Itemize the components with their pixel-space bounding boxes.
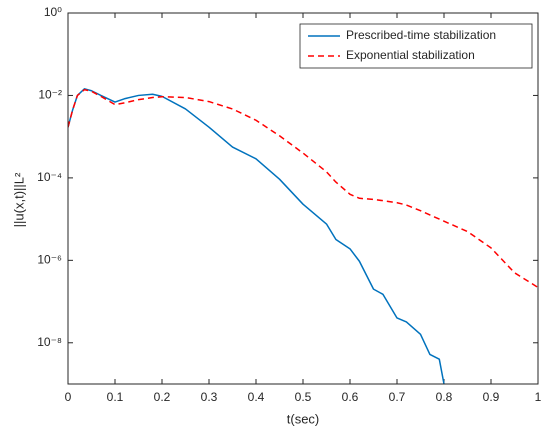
x-tick-label: 0.6 [342,390,359,404]
x-tick-label: 1 [535,390,542,404]
x-tick-label: 0.7 [389,390,406,404]
legend-label: Prescribed-time stabilization [346,28,496,42]
x-tick-label: 0.4 [248,390,265,404]
x-tick-label: 0.1 [107,390,124,404]
plot-frame [67,12,539,385]
x-tick-label: 0.3 [201,390,218,404]
y-tick-label: 10⁻⁴ [37,170,62,184]
x-tick-label: 0 [65,390,72,404]
y-tick-label: 10⁰ [44,5,62,19]
x-tick-label: 0.2 [154,390,171,404]
series-line [68,88,445,384]
x-tick-label: 0.5 [295,390,312,404]
x-tick-label: 0.9 [483,390,500,404]
y-axis-label: ||u(x,t)||L² [11,172,26,227]
x-tick-label: 0.8 [436,390,453,404]
y-tick-label: 10⁻² [38,88,62,102]
legend-label: Exponential stabilization [346,48,475,62]
x-axis-label: t(sec) [287,411,320,426]
series-line [68,88,538,289]
legend-box [299,23,533,69]
y-tick-label: 10⁻⁶ [37,253,62,267]
y-tick-label: 10⁻⁸ [37,335,62,349]
